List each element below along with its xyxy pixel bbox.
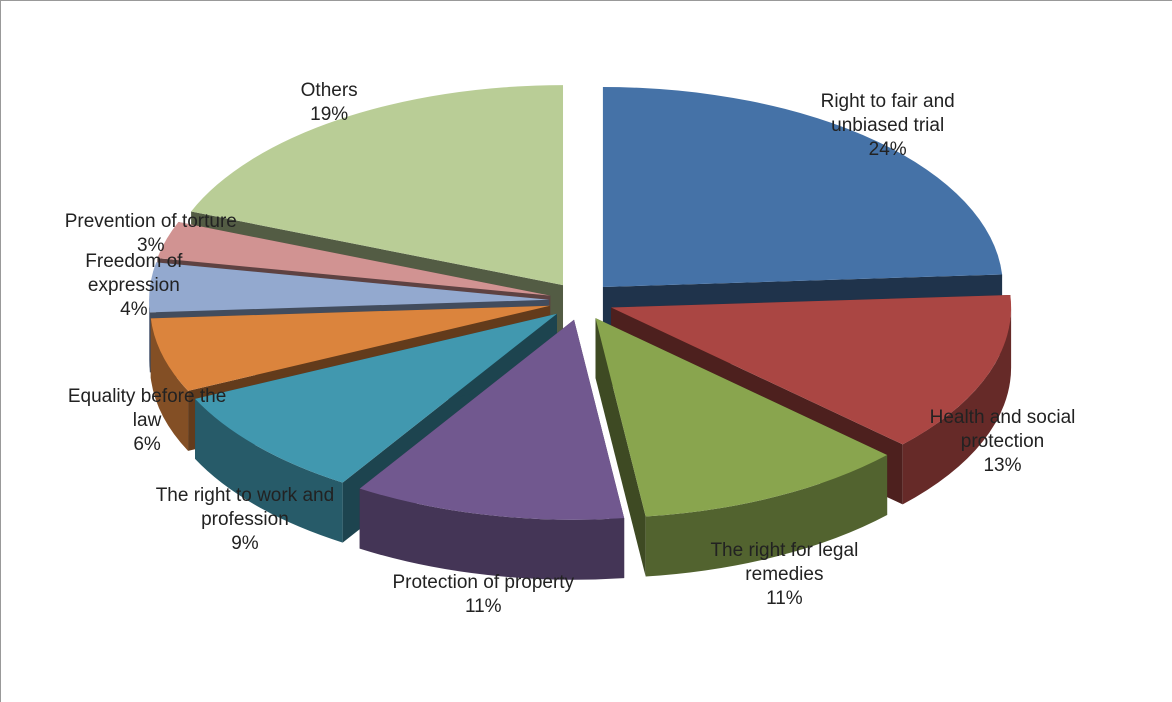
slice-side bbox=[149, 299, 150, 373]
category-label: Prevention of torture bbox=[64, 211, 237, 233]
slice bbox=[359, 319, 625, 520]
value-label: 13% bbox=[983, 455, 1022, 477]
category-label: The right for legal remedies bbox=[710, 539, 859, 585]
category-label: Others bbox=[300, 79, 358, 101]
category-label: Right to fair and unbiased trial bbox=[820, 91, 955, 137]
data-label: Equality before the law 6% bbox=[52, 385, 242, 457]
value-label: 4% bbox=[120, 298, 148, 320]
data-label: Protection of property 11% bbox=[388, 571, 578, 619]
value-label: 24% bbox=[868, 139, 907, 161]
category-label: The right to work and profession bbox=[155, 484, 335, 530]
slice bbox=[602, 87, 1003, 288]
value-label: 19% bbox=[310, 103, 349, 125]
category-label: Protection of property bbox=[392, 572, 575, 594]
slice-side bbox=[595, 318, 646, 577]
value-label: 3% bbox=[137, 235, 165, 257]
slice bbox=[150, 305, 551, 391]
data-label: The right to work and profession 9% bbox=[150, 484, 340, 556]
data-label: Prevention of torture 3% bbox=[56, 210, 246, 258]
slice-side bbox=[359, 488, 625, 580]
slice-side bbox=[195, 398, 343, 543]
slice bbox=[157, 222, 551, 296]
data-label: Others 19% bbox=[234, 79, 424, 127]
slice bbox=[191, 85, 564, 286]
value-label: 11% bbox=[464, 596, 502, 618]
data-label: Freedom of expression 4% bbox=[39, 250, 229, 322]
data-label: The right for legal remedies 11% bbox=[689, 539, 879, 611]
slice-side bbox=[902, 307, 1012, 505]
category-label: Equality before the law bbox=[67, 385, 227, 431]
data-label: Right to fair and unbiased trial 24% bbox=[793, 90, 983, 162]
category-label: Health and social protection bbox=[929, 407, 1076, 453]
value-label: 6% bbox=[133, 433, 161, 455]
slice-side bbox=[645, 455, 888, 577]
slice-side bbox=[150, 318, 189, 451]
data-label: Health and social protection 13% bbox=[908, 406, 1098, 478]
slice bbox=[195, 313, 557, 483]
value-label: 11% bbox=[766, 587, 803, 609]
slice bbox=[149, 262, 550, 313]
value-label: 9% bbox=[231, 532, 259, 554]
slice bbox=[595, 318, 888, 517]
slice bbox=[611, 294, 1012, 445]
category-label: Freedom of expression bbox=[85, 250, 183, 296]
